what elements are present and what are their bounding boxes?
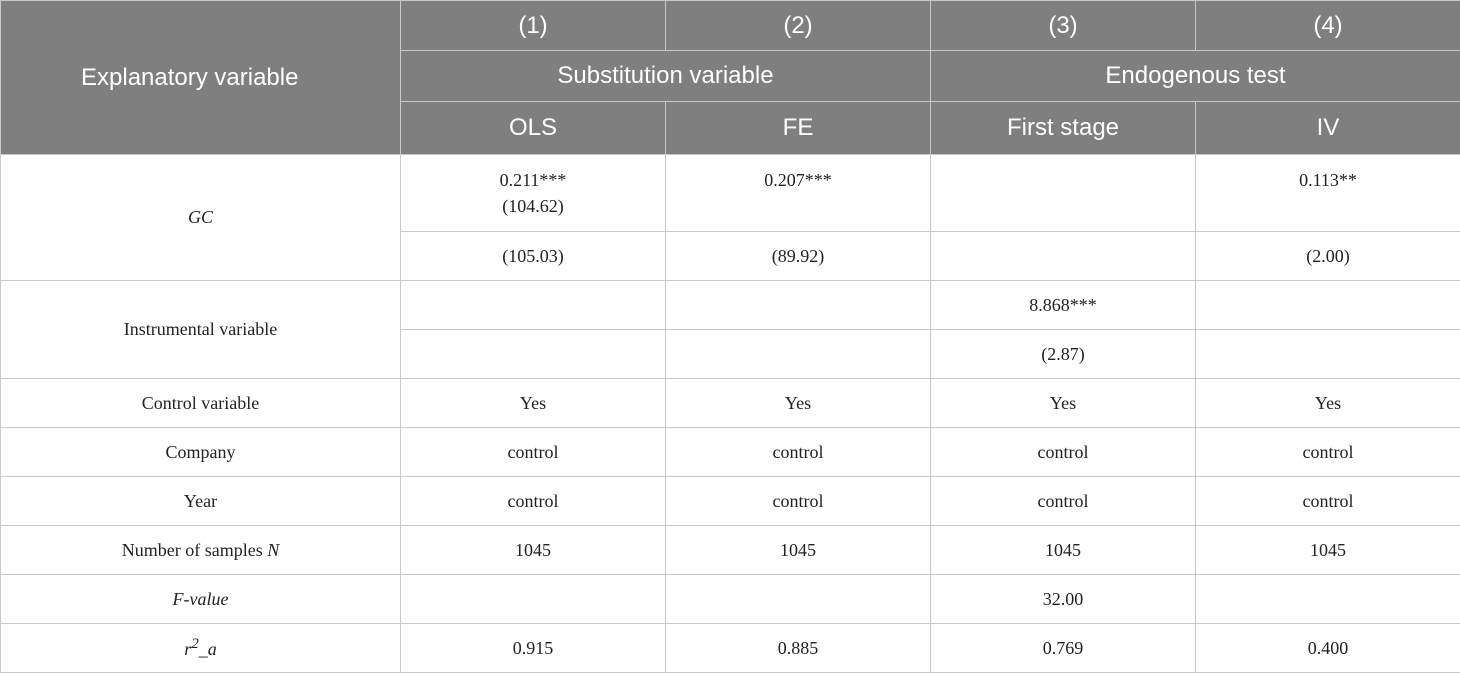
cell-control-1: Yes bbox=[400, 378, 666, 428]
table-header: Explanatory variable (1) (2) (3) (4) Sub… bbox=[0, 0, 1460, 155]
row-label-r2a-tail: _a bbox=[198, 639, 217, 659]
cell-year-4: control bbox=[1195, 476, 1460, 526]
cell-company-2: control bbox=[665, 427, 931, 477]
row-label-samples: Number of samples N bbox=[0, 525, 401, 575]
row-label-samples-text: Number of samples bbox=[121, 539, 268, 560]
header-col-number-1: (1) bbox=[400, 0, 666, 51]
cell-gc-coef-4: 0.113** bbox=[1195, 154, 1460, 232]
cell-control-2: Yes bbox=[665, 378, 931, 428]
cell-gc-t-1: (105.03) bbox=[400, 231, 666, 281]
cell-r2a-1: 0.915 bbox=[400, 623, 666, 673]
cell-r2a-2: 0.885 bbox=[665, 623, 931, 673]
cell-gc-coef-1-extra: (104.62) bbox=[502, 196, 564, 216]
header-group-substitution: Substitution variable bbox=[400, 50, 931, 102]
header-col-number-2: (2) bbox=[665, 0, 931, 51]
table-row-f-value: F-value 32.00 bbox=[0, 574, 1460, 624]
row-label-gc: GC bbox=[0, 154, 401, 281]
cell-gc-coef-3 bbox=[930, 154, 1196, 232]
table-row-instrument-t: (2.87) bbox=[1, 329, 1460, 379]
cell-instrument-coef-1 bbox=[400, 280, 666, 330]
cell-year-3: control bbox=[930, 476, 1196, 526]
cell-gc-coef-1: 0.211*** (104.62) bbox=[400, 154, 666, 232]
header-method-fe: FE bbox=[665, 101, 931, 155]
cell-fvalue-3: 32.00 bbox=[930, 574, 1196, 624]
table-row-gc-t: (105.03) (89.92) (2.00) bbox=[1, 231, 1460, 281]
cell-year-2: control bbox=[665, 476, 931, 526]
table-row-year: Year control control control control bbox=[0, 476, 1460, 526]
table-row-samples: Number of samples N 1045 1045 1045 1045 bbox=[0, 525, 1460, 575]
cell-control-3: Yes bbox=[930, 378, 1196, 428]
table-body: GC 0.211*** (104.62) 0.207*** 0.113** (1… bbox=[0, 154, 1460, 673]
cell-company-3: control bbox=[930, 427, 1196, 477]
table-row-company: Company control control control control bbox=[0, 427, 1460, 477]
row-label-instrument: Instrumental variable bbox=[0, 280, 401, 379]
header-method-ols: OLS bbox=[400, 101, 666, 155]
cell-samples-4: 1045 bbox=[1195, 525, 1460, 575]
table-row-r2a: r2_a 0.915 0.885 0.769 0.400 bbox=[0, 623, 1460, 673]
cell-r2a-3: 0.769 bbox=[930, 623, 1196, 673]
row-label-control-variable: Control variable bbox=[0, 378, 401, 428]
cell-samples-2: 1045 bbox=[665, 525, 931, 575]
row-label-r2a-base: r bbox=[184, 639, 192, 659]
header-row-column-numbers: Explanatory variable (1) (2) (3) (4) bbox=[0, 0, 1460, 155]
cell-samples-1: 1045 bbox=[400, 525, 666, 575]
cell-gc-t-4: (2.00) bbox=[1195, 231, 1460, 281]
header-row-methods: OLS FE First stage IV bbox=[1, 101, 1460, 155]
header-col-number-4: (4) bbox=[1195, 0, 1460, 51]
row-label-year: Year bbox=[0, 476, 401, 526]
cell-r2a-4: 0.400 bbox=[1195, 623, 1460, 673]
row-label-f-value: F-value bbox=[0, 574, 401, 624]
cell-company-1: control bbox=[400, 427, 666, 477]
cell-instrument-coef-3: 8.868*** bbox=[930, 280, 1196, 330]
cell-instrument-coef-2 bbox=[665, 280, 931, 330]
header-row-groups: Substitution variable Endogenous test bbox=[1, 50, 1460, 102]
table-row-control-variable: Control variable Yes Yes Yes Yes bbox=[0, 378, 1460, 428]
table-row-instrument-coef: Instrumental variable 8.868*** bbox=[0, 280, 1460, 379]
cell-instrument-t-3: (2.87) bbox=[930, 329, 1196, 379]
header-col-number-3: (3) bbox=[930, 0, 1196, 51]
cell-year-1: control bbox=[400, 476, 666, 526]
cell-instrument-t-1 bbox=[400, 329, 666, 379]
table-row-gc-coef: GC 0.211*** (104.62) 0.207*** 0.113** bbox=[0, 154, 1460, 281]
cell-instrument-t-4 bbox=[1195, 329, 1460, 379]
header-explanatory-variable: Explanatory variable bbox=[0, 0, 401, 155]
row-label-r2a-sup: 2 bbox=[191, 636, 199, 652]
cell-samples-3: 1045 bbox=[930, 525, 1196, 575]
cell-instrument-t-2 bbox=[665, 329, 931, 379]
cell-gc-t-2: (89.92) bbox=[665, 231, 931, 281]
cell-company-4: control bbox=[1195, 427, 1460, 477]
cell-instrument-coef-4 bbox=[1195, 280, 1460, 330]
cell-gc-coef-2: 0.207*** bbox=[665, 154, 931, 232]
header-group-endogenous: Endogenous test bbox=[930, 50, 1460, 102]
row-label-samples-var: N bbox=[267, 539, 280, 560]
cell-gc-coef-1-value: 0.211*** bbox=[499, 170, 567, 190]
row-label-r2a: r2_a bbox=[0, 623, 401, 673]
cell-fvalue-1 bbox=[400, 574, 666, 624]
header-method-first-stage: First stage bbox=[930, 101, 1196, 155]
cell-fvalue-2 bbox=[665, 574, 931, 624]
cell-control-4: Yes bbox=[1195, 378, 1460, 428]
cell-fvalue-4 bbox=[1195, 574, 1460, 624]
cell-gc-t-3 bbox=[930, 231, 1196, 281]
row-label-company: Company bbox=[0, 427, 401, 477]
header-method-iv: IV bbox=[1195, 101, 1460, 155]
